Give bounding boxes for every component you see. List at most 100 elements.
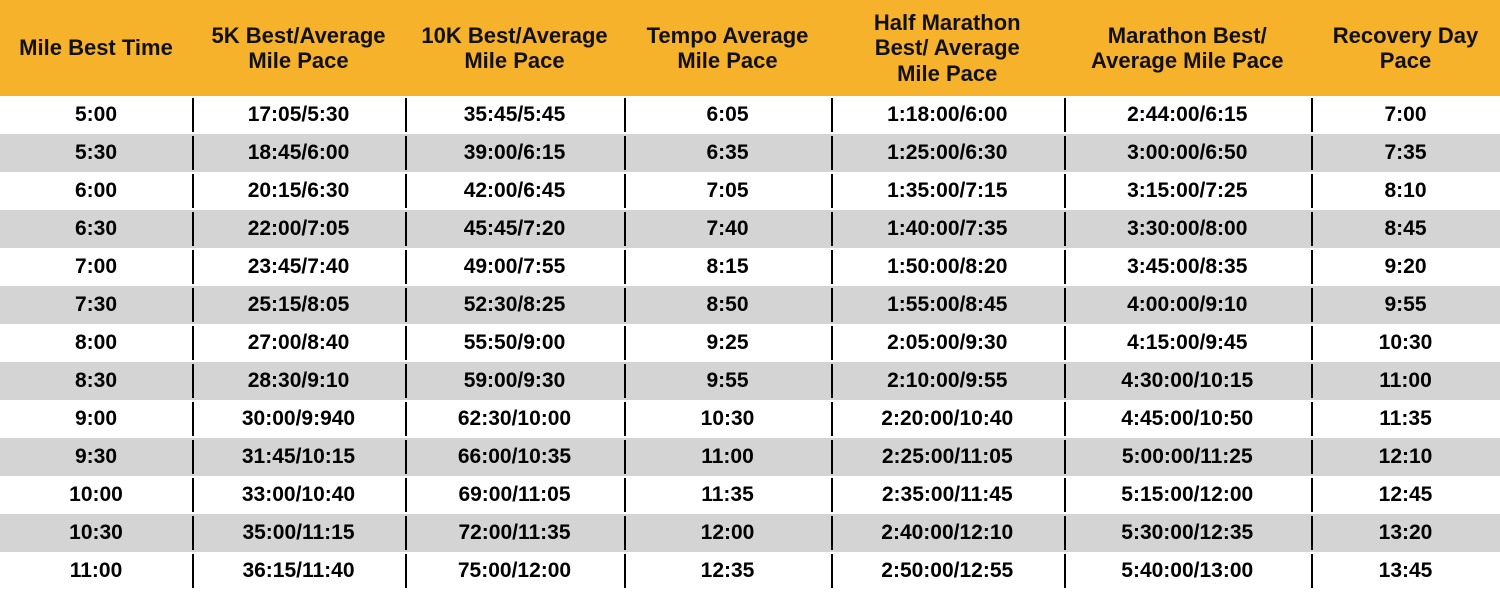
table-cell: 4:45:00/10:50 [1064,400,1312,438]
table-cell: 30:00/9:940 [192,400,405,438]
table-cell: 7:40 [624,210,831,248]
table-cell: 52:30/8:25 [405,286,624,324]
table-cell: 35:00/11:15 [192,514,405,552]
table-cell: 4:30:00/10:15 [1064,362,1312,400]
table-cell: 12:45 [1311,476,1500,514]
table-cell: 69:00/11:05 [405,476,624,514]
table-cell: 1:35:00/7:15 [831,172,1064,210]
table-row: 6:3022:00/7:0545:45/7:207:401:40:00/7:35… [0,210,1500,248]
table-cell: 9:20 [1311,248,1500,286]
table-cell: 39:00/6:15 [405,134,624,172]
table-cell: 9:55 [1311,286,1500,324]
table-cell: 5:00:00/11:25 [1064,438,1312,476]
header-label: 10K Best/Average [421,23,607,48]
table-cell: 7:30 [0,286,192,324]
table-cell: 7:00 [1311,96,1500,134]
table-cell: 8:50 [624,286,831,324]
header-label: Recovery Day [1333,23,1479,48]
table-cell: 9:25 [624,324,831,362]
header-label: Marathon Best/ [1108,23,1267,48]
table-cell: 42:00/6:45 [405,172,624,210]
table-cell: 8:45 [1311,210,1500,248]
table-cell: 55:50/9:00 [405,324,624,362]
header-recovery: Recovery Day Pace [1311,0,1500,96]
table-cell: 10:30 [1311,324,1500,362]
table-row: 9:0030:00/9:94062:30/10:0010:302:20:00/1… [0,400,1500,438]
table-cell: 1:18:00/6:00 [831,96,1064,134]
header-label: Best/ Average [875,35,1020,60]
table-cell: 9:30 [0,438,192,476]
table-cell: 4:00:00/9:10 [1064,286,1312,324]
table-cell: 66:00/10:35 [405,438,624,476]
table-cell: 12:10 [1311,438,1500,476]
table-cell: 5:15:00/12:00 [1064,476,1312,514]
table-cell: 45:45/7:20 [405,210,624,248]
table-cell: 13:20 [1311,514,1500,552]
table-cell: 2:10:00/9:55 [831,362,1064,400]
table-cell: 1:55:00/8:45 [831,286,1064,324]
table-cell: 11:00 [1311,362,1500,400]
table-row: 5:0017:05/5:3035:45/5:456:051:18:00/6:00… [0,96,1500,134]
table-cell: 2:50:00/12:55 [831,552,1064,590]
header-10k: 10K Best/Average Mile Pace [405,0,624,96]
table-cell: 7:05 [624,172,831,210]
header-5k: 5K Best/Average Mile Pace [192,0,405,96]
table-cell: 2:25:00/11:05 [831,438,1064,476]
table-cell: 72:00/11:35 [405,514,624,552]
table-cell: 20:15/6:30 [192,172,405,210]
table-cell: 8:15 [624,248,831,286]
table-cell: 3:45:00/8:35 [1064,248,1312,286]
table-cell: 10:00 [0,476,192,514]
table-cell: 23:45/7:40 [192,248,405,286]
table-cell: 11:35 [624,476,831,514]
header-label: Mile Pace [248,48,348,73]
table-cell: 8:30 [0,362,192,400]
table-cell: 1:25:00/6:30 [831,134,1064,172]
table-row: 10:0033:00/10:4069:00/11:0511:352:35:00/… [0,476,1500,514]
table-row: 9:3031:45/10:1566:00/10:3511:002:25:00/1… [0,438,1500,476]
table-cell: 5:30 [0,134,192,172]
header-label: Mile Best Time [19,35,173,60]
table-cell: 10:30 [624,400,831,438]
table-cell: 2:05:00/9:30 [831,324,1064,362]
table-cell: 6:05 [624,96,831,134]
table-cell: 5:40:00/13:00 [1064,552,1312,590]
table-cell: 35:45/5:45 [405,96,624,134]
header-label: Mile Pace [464,48,564,73]
table-cell: 75:00/12:00 [405,552,624,590]
table-cell: 3:30:00/8:00 [1064,210,1312,248]
table-cell: 59:00/9:30 [405,362,624,400]
pace-table: Mile Best Time 5K Best/Average Mile Pace… [0,0,1500,590]
table-cell: 6:35 [624,134,831,172]
header-tempo: Tempo Average Mile Pace [624,0,831,96]
table-cell: 2:40:00/12:10 [831,514,1064,552]
table-cell: 11:00 [0,552,192,590]
table-cell: 7:00 [0,248,192,286]
header-label: Mile Pace [897,61,997,86]
header-label: Tempo Average [647,23,809,48]
table-cell: 6:30 [0,210,192,248]
table-cell: 33:00/10:40 [192,476,405,514]
table-row: 7:0023:45/7:4049:00/7:558:151:50:00/8:20… [0,248,1500,286]
table-cell: 2:44:00/6:15 [1064,96,1312,134]
table-cell: 18:45/6:00 [192,134,405,172]
header-label: Pace [1380,48,1431,73]
table-cell: 36:15/11:40 [192,552,405,590]
table-cell: 8:10 [1311,172,1500,210]
table-cell: 49:00/7:55 [405,248,624,286]
header-label: Mile Pace [677,48,777,73]
table-cell: 3:15:00/7:25 [1064,172,1312,210]
header-mile-best: Mile Best Time [0,0,192,96]
table-cell: 11:00 [624,438,831,476]
table-cell: 7:35 [1311,134,1500,172]
table-row: 11:0036:15/11:4075:00/12:0012:352:50:00/… [0,552,1500,590]
table-cell: 2:35:00/11:45 [831,476,1064,514]
table-cell: 6:00 [0,172,192,210]
table-row: 10:3035:00/11:1572:00/11:3512:002:40:00/… [0,514,1500,552]
table-cell: 8:00 [0,324,192,362]
table-cell: 9:55 [624,362,831,400]
table-cell: 25:15/8:05 [192,286,405,324]
table-cell: 11:35 [1311,400,1500,438]
table-header-row: Mile Best Time 5K Best/Average Mile Pace… [0,0,1500,96]
table-row: 5:3018:45/6:0039:00/6:156:351:25:00/6:30… [0,134,1500,172]
